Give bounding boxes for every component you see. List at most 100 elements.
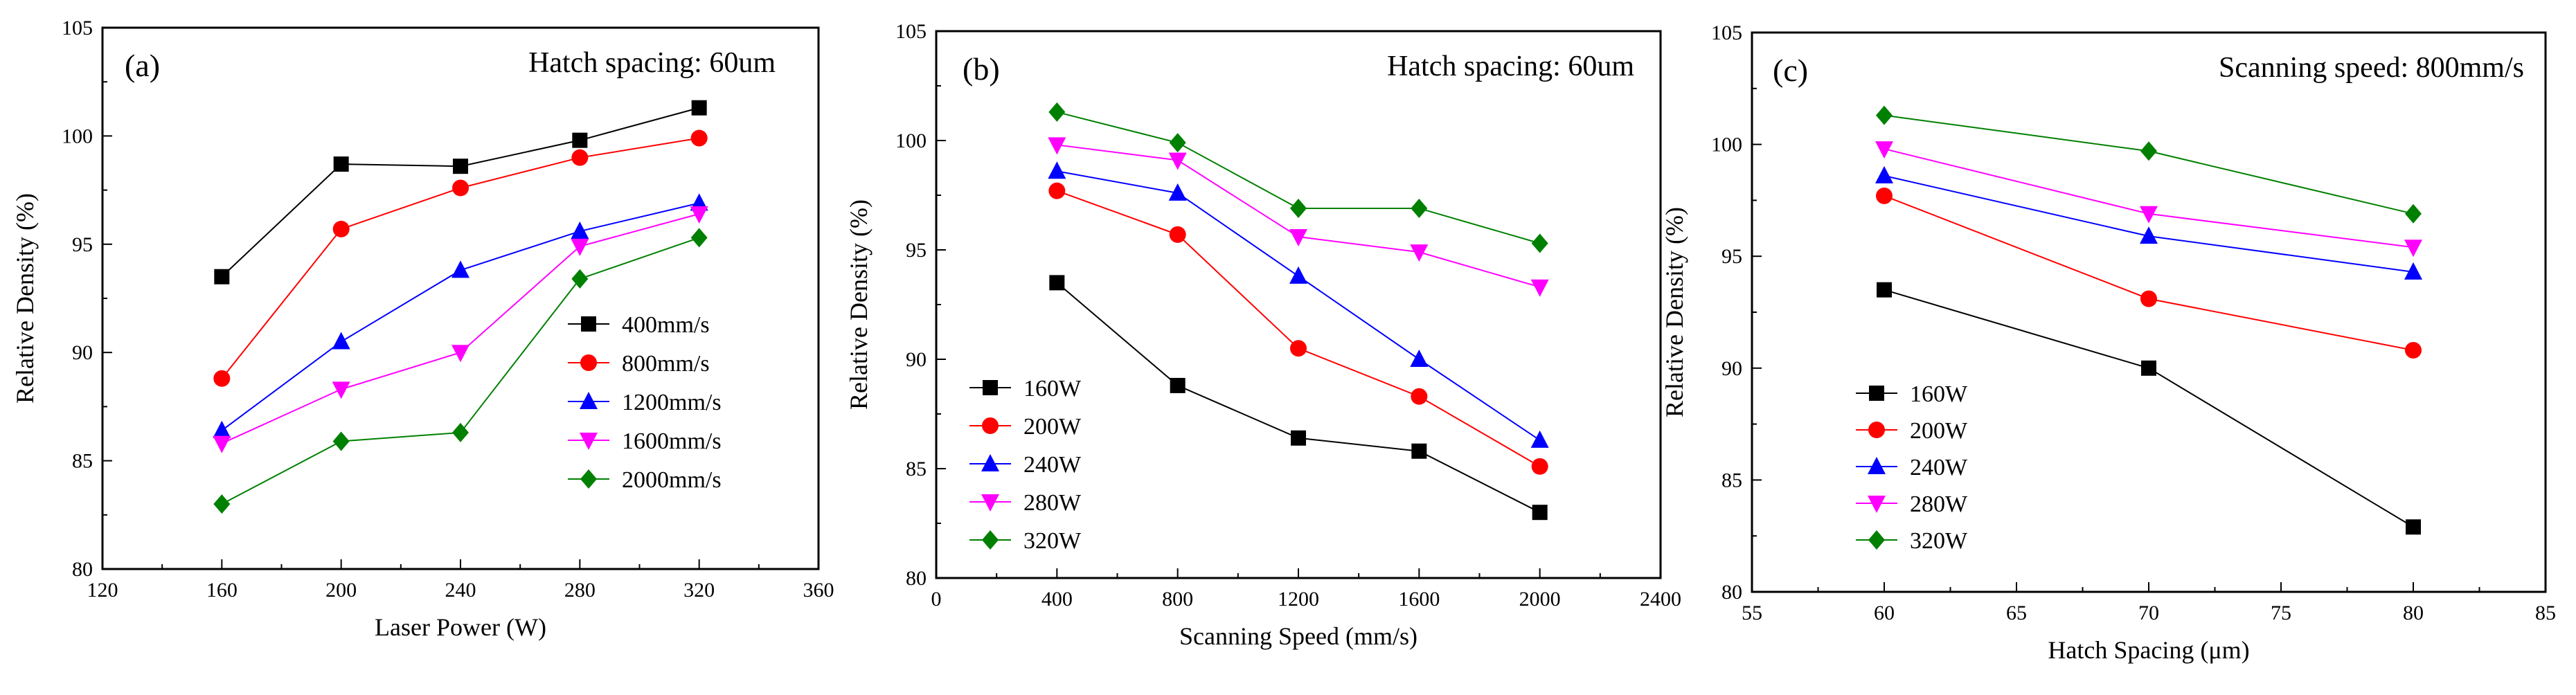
legend-marker	[1868, 496, 1886, 513]
data-point	[332, 431, 350, 451]
data-point	[451, 345, 469, 363]
legend-label: 240W	[1910, 455, 1968, 480]
data-point	[1290, 340, 1307, 357]
series-line	[1884, 114, 2414, 215]
legend-marker	[982, 417, 999, 434]
data-point	[333, 156, 349, 172]
x-axis-title: Hatch Spacing (μm)	[2048, 636, 2249, 664]
panel-label: (c)	[1773, 53, 1808, 88]
x-tick-label: 800	[1162, 588, 1193, 611]
y-tick-label: 80	[72, 558, 93, 581]
legend-marker	[1868, 457, 1886, 474]
legend-label: 240W	[1023, 452, 1082, 478]
legend-label: 1200mm/s	[622, 390, 722, 415]
legend-label: 320W	[1023, 528, 1082, 554]
x-tick-label: 320	[683, 579, 715, 602]
data-point	[690, 228, 708, 248]
data-point	[1291, 430, 1306, 446]
data-point	[1169, 226, 1186, 243]
data-point	[451, 260, 469, 278]
y-tick-label: 90	[1721, 357, 1742, 380]
data-point	[452, 422, 469, 442]
data-point	[2406, 519, 2421, 535]
series-line	[1057, 111, 1540, 244]
data-point	[1289, 266, 1307, 284]
data-point	[1289, 229, 1307, 247]
legend-marker	[982, 530, 999, 550]
chart-annotation: Hatch spacing: 60um	[1387, 51, 1634, 82]
data-point	[1875, 165, 1893, 183]
legend-label: 160W	[1023, 376, 1082, 401]
y-tick-label: 95	[72, 233, 93, 256]
legend-marker	[581, 316, 596, 332]
x-tick-label: 75	[2271, 602, 2291, 624]
panel-b: 0 400 800 1200 1600 2000 2400 80 85 90 95 100 105 Sca…	[845, 20, 1681, 650]
data-point	[571, 238, 589, 256]
data-point	[571, 269, 589, 289]
x-tick-label: 55	[1742, 602, 1762, 624]
x-tick-label: 120	[87, 579, 118, 602]
panel-label: (b)	[963, 51, 1000, 87]
panel-label: (a)	[125, 48, 160, 83]
data-point	[2404, 240, 2422, 258]
legend-marker	[580, 354, 597, 371]
legend-marker	[1868, 422, 1885, 438]
x-tick-label: 400	[1041, 588, 1073, 611]
panel-c: 55 60 65 70 75 80 85 80 85 90 95 100 105 Hatch Spacin…	[1661, 21, 2556, 664]
data-point	[1532, 505, 1548, 521]
data-point	[2141, 360, 2156, 376]
data-point	[452, 179, 469, 197]
y-tick-label: 85	[1721, 469, 1742, 491]
data-point	[691, 100, 707, 116]
y-tick-label: 95	[1721, 245, 1742, 268]
y-tick-label: 90	[906, 348, 927, 371]
y-tick-label: 90	[72, 341, 93, 364]
data-point	[1048, 137, 1066, 155]
legend-label: 800mm/s	[622, 351, 710, 377]
chart-annotation: Hatch spacing: 60um	[528, 47, 776, 79]
data-point	[213, 420, 231, 438]
y-tick-label: 100	[895, 129, 927, 152]
data-point	[453, 159, 468, 174]
data-point	[213, 435, 231, 453]
x-tick-label: 85	[2535, 602, 2556, 624]
x-tick-label: 1600	[1398, 588, 1440, 611]
x-tick-label: 360	[803, 579, 834, 602]
data-point	[1048, 182, 1066, 199]
y-tick-label: 100	[62, 125, 93, 147]
x-tick-label: 80	[2403, 602, 2424, 624]
data-point	[1049, 275, 1065, 291]
data-point	[2140, 290, 2157, 307]
legend-marker	[1868, 530, 1885, 550]
data-point	[332, 220, 350, 237]
y-axis-title: Relative Density (%)	[11, 193, 39, 404]
y-tick-label: 95	[906, 239, 927, 262]
x-axis-title: Scanning Speed (mm/s)	[1179, 622, 1417, 650]
data-point	[571, 222, 589, 240]
legend-marker	[983, 380, 998, 395]
data-point	[332, 332, 350, 350]
data-point	[1048, 161, 1066, 179]
legend-marker	[981, 454, 999, 471]
y-tick-label: 85	[72, 450, 93, 473]
legend-marker	[580, 433, 598, 450]
data-point	[572, 132, 588, 148]
series-line	[1884, 174, 2414, 273]
data-point	[1875, 141, 1893, 159]
data-point	[1530, 279, 1549, 297]
data-point	[2404, 262, 2422, 280]
legend-label: 280W	[1023, 490, 1082, 516]
legend-label: 400mm/s	[622, 312, 710, 338]
data-point	[213, 370, 231, 387]
legend-marker	[580, 469, 597, 489]
data-point	[1411, 198, 1428, 218]
data-point	[690, 129, 708, 147]
series-line	[1056, 282, 1541, 514]
y-tick-label: 85	[906, 458, 927, 480]
legend-label: 200W	[1910, 418, 1968, 444]
data-point	[1168, 152, 1187, 170]
data-point	[2140, 206, 2158, 224]
y-tick-label: 80	[1721, 581, 1742, 604]
legend-label: 2000mm/s	[622, 467, 722, 493]
